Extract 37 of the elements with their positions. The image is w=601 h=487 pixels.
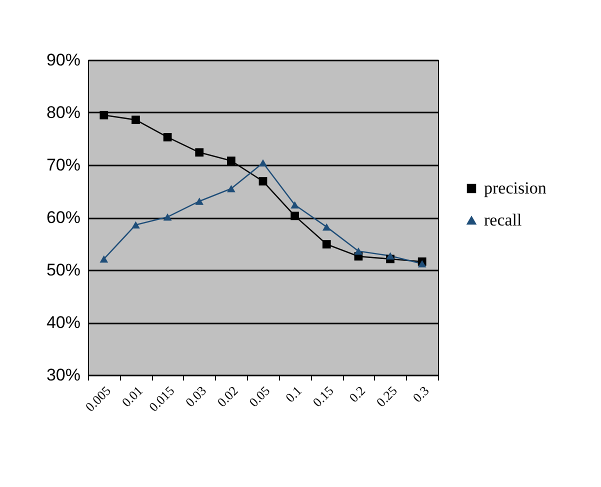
x-tick-label: 0.01 — [118, 383, 146, 410]
x-tick-label: 0.05 — [246, 383, 273, 410]
point — [418, 260, 426, 268]
y-tick-label: 40% — [46, 313, 80, 332]
point — [100, 255, 108, 263]
point — [322, 223, 331, 231]
x-tick-label: 0.2 — [346, 383, 368, 406]
point — [354, 247, 363, 255]
y-tick-label: 50% — [46, 260, 80, 280]
y-tick-label: 70% — [46, 156, 80, 174]
x-tick-label: 0.02 — [214, 383, 241, 410]
point — [100, 110, 108, 120]
point — [163, 213, 172, 221]
y-tick-label: 60% — [46, 208, 80, 227]
point — [322, 240, 331, 248]
x-tick-label: 0.3 — [410, 383, 432, 406]
point — [290, 212, 299, 220]
point — [227, 185, 236, 192]
point — [132, 221, 140, 228]
point — [227, 156, 236, 165]
point — [290, 201, 299, 209]
legend-label: recall — [484, 210, 522, 230]
legend-label: precision — [484, 178, 547, 198]
y-tick-label: 90% — [46, 50, 80, 70]
x-tick-label: 0.15 — [310, 383, 336, 410]
point — [258, 177, 268, 186]
y-tick-label: 80% — [46, 103, 80, 122]
x-tick-label: 0.03 — [182, 383, 210, 410]
point — [132, 116, 140, 124]
x-tick-label: 0.1 — [282, 383, 305, 406]
point — [258, 159, 268, 167]
y-tick-label: 30% — [46, 366, 80, 384]
point — [386, 252, 394, 260]
point — [163, 132, 172, 142]
x-tick-label: 0.25 — [373, 383, 400, 410]
point — [195, 148, 204, 157]
point — [195, 198, 204, 205]
